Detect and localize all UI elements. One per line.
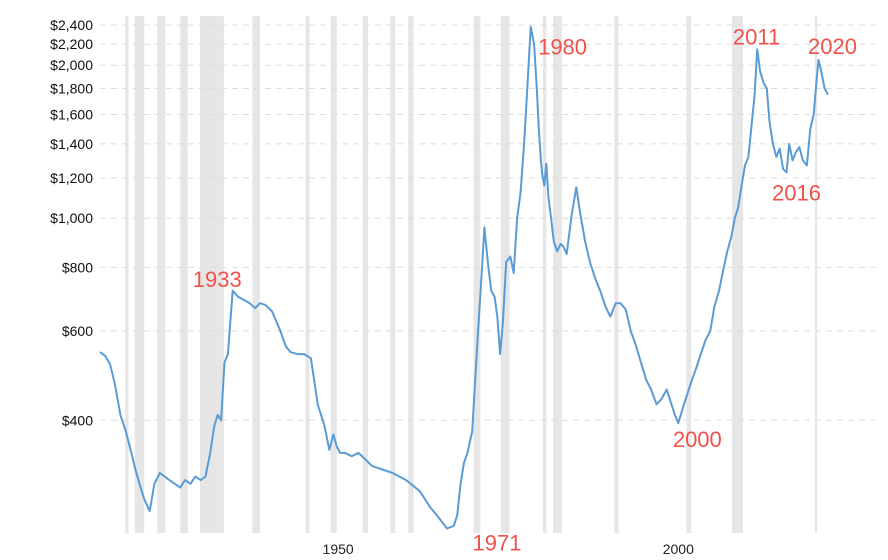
- y-tick-label: $1,200: [50, 170, 93, 186]
- recession-band-13: [542, 16, 547, 533]
- recession-band-0: [125, 16, 129, 533]
- annotations: 1933 1971 1980 2000 2011 2016 2020: [193, 24, 857, 555]
- gridlines: [100, 24, 880, 421]
- y-tick-label: $800: [62, 259, 93, 275]
- recession-band-7: [330, 16, 337, 533]
- recession-band-16: [686, 16, 692, 533]
- recession-band-8: [362, 16, 369, 533]
- recession-band-15: [614, 16, 619, 533]
- y-tick-label: $1,800: [50, 80, 93, 96]
- recession-band-1: [134, 16, 145, 533]
- annotation-1971: 1971: [473, 530, 522, 555]
- recession-band-3: [180, 16, 188, 533]
- x-tick-label: 1950: [323, 541, 354, 557]
- y-tick-label: $2,200: [50, 36, 93, 52]
- recession-band-5: [252, 16, 260, 533]
- recession-band-11: [473, 16, 481, 533]
- y-tick-label: $1,600: [50, 106, 93, 122]
- annotation-2000: 2000: [673, 427, 722, 452]
- annotation-2011: 2011: [733, 24, 780, 49]
- annotation-2020: 2020: [808, 34, 857, 59]
- y-tick-label: $2,000: [50, 57, 93, 73]
- y-tick-label: $2,400: [50, 17, 93, 33]
- recession-band-9: [390, 16, 396, 533]
- recession-band-18: [815, 16, 818, 533]
- gold-price-line: [99, 25, 829, 530]
- recession-band-2: [157, 16, 166, 533]
- y-tick-label: $400: [62, 412, 93, 428]
- y-tick-label: $1,000: [50, 210, 93, 226]
- recession-band-4: [200, 16, 224, 533]
- annotation-1980: 1980: [538, 34, 587, 59]
- y-tick-label: $600: [62, 323, 93, 339]
- recession-band-6: [305, 16, 310, 533]
- recession-band-10: [408, 16, 414, 533]
- annotation-1933: 1933: [193, 267, 242, 292]
- recession-band-17: [732, 16, 743, 533]
- y-tick-label: $1,400: [50, 136, 93, 152]
- y-axis-labels: $400 $600 $800 $1,000 $1,200 $1,400 $1,600 $1,8…: [50, 17, 93, 428]
- x-axis-labels: 1950 2000: [323, 541, 695, 557]
- recession-band-14: [553, 16, 562, 533]
- x-tick-label: 2000: [663, 541, 694, 557]
- annotation-2016: 2016: [772, 180, 821, 205]
